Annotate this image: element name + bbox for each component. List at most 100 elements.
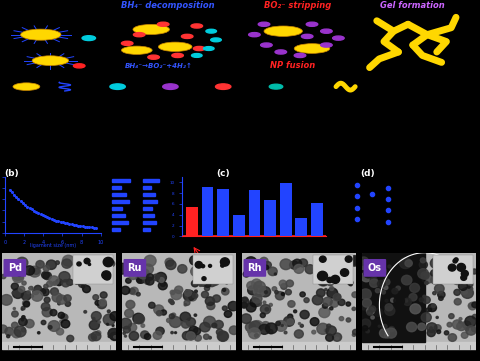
Circle shape	[317, 271, 327, 280]
Circle shape	[194, 314, 197, 316]
Circle shape	[61, 320, 70, 328]
Circle shape	[288, 314, 293, 319]
Circle shape	[276, 321, 287, 331]
Circle shape	[143, 264, 154, 274]
Circle shape	[55, 261, 60, 265]
Circle shape	[21, 308, 23, 310]
Bar	[143, 221, 156, 224]
Circle shape	[260, 287, 271, 297]
Circle shape	[37, 332, 40, 334]
Circle shape	[249, 328, 260, 339]
Circle shape	[391, 298, 395, 302]
Circle shape	[1, 274, 6, 279]
Circle shape	[437, 330, 441, 334]
Circle shape	[97, 300, 107, 309]
Circle shape	[108, 261, 115, 267]
Circle shape	[166, 260, 176, 270]
Circle shape	[321, 43, 332, 47]
Circle shape	[259, 324, 270, 334]
Circle shape	[61, 314, 67, 319]
Circle shape	[241, 314, 252, 323]
Bar	[242, 253, 356, 342]
Circle shape	[204, 316, 216, 327]
Circle shape	[431, 270, 438, 277]
Circle shape	[461, 332, 468, 338]
Circle shape	[57, 328, 64, 335]
Circle shape	[286, 290, 291, 295]
Circle shape	[108, 335, 110, 338]
Circle shape	[276, 321, 280, 326]
Circle shape	[159, 278, 164, 282]
Circle shape	[249, 32, 260, 37]
Circle shape	[331, 269, 340, 277]
Circle shape	[257, 268, 261, 272]
Circle shape	[324, 260, 333, 268]
Circle shape	[389, 327, 395, 332]
Circle shape	[317, 275, 329, 286]
Circle shape	[253, 266, 261, 273]
Circle shape	[204, 286, 210, 291]
Circle shape	[84, 310, 86, 313]
Circle shape	[202, 291, 208, 298]
Circle shape	[185, 290, 192, 296]
Circle shape	[131, 268, 135, 273]
Circle shape	[439, 296, 443, 300]
Circle shape	[100, 292, 107, 298]
Circle shape	[454, 290, 460, 295]
Circle shape	[5, 327, 13, 335]
Circle shape	[366, 329, 370, 333]
FancyBboxPatch shape	[123, 259, 146, 277]
Circle shape	[299, 323, 300, 325]
Circle shape	[123, 333, 125, 335]
Circle shape	[272, 287, 277, 291]
Circle shape	[454, 299, 461, 305]
Circle shape	[12, 330, 21, 338]
Circle shape	[247, 281, 256, 290]
Circle shape	[145, 277, 154, 285]
Bar	[122, 342, 236, 349]
Circle shape	[468, 282, 473, 287]
Text: 50 nm: 50 nm	[138, 351, 156, 356]
Circle shape	[191, 266, 202, 277]
Circle shape	[444, 331, 449, 335]
Circle shape	[27, 291, 30, 294]
Bar	[112, 179, 130, 183]
Circle shape	[278, 321, 283, 326]
Circle shape	[367, 307, 374, 314]
Bar	[362, 253, 476, 342]
Circle shape	[110, 84, 125, 90]
Circle shape	[419, 325, 424, 330]
Circle shape	[374, 309, 383, 317]
Circle shape	[130, 287, 138, 295]
Circle shape	[189, 326, 198, 334]
Circle shape	[331, 275, 340, 283]
Circle shape	[205, 276, 217, 287]
Circle shape	[280, 259, 292, 270]
Circle shape	[222, 288, 229, 295]
Circle shape	[44, 284, 48, 288]
Circle shape	[58, 312, 64, 318]
Circle shape	[306, 22, 318, 26]
Circle shape	[369, 306, 376, 312]
Bar	[217, 189, 229, 236]
Circle shape	[246, 303, 256, 312]
Circle shape	[66, 279, 73, 286]
Circle shape	[198, 278, 206, 285]
Bar	[143, 207, 152, 210]
Circle shape	[333, 36, 344, 40]
Circle shape	[156, 310, 162, 316]
Circle shape	[265, 323, 277, 334]
Circle shape	[12, 311, 18, 317]
Circle shape	[293, 259, 301, 268]
Circle shape	[231, 302, 240, 310]
Circle shape	[260, 304, 271, 314]
Circle shape	[134, 314, 144, 324]
Circle shape	[294, 330, 303, 338]
Circle shape	[110, 332, 119, 340]
Circle shape	[348, 280, 353, 285]
Circle shape	[23, 300, 29, 306]
Circle shape	[203, 271, 213, 280]
Circle shape	[248, 330, 251, 333]
Circle shape	[367, 310, 372, 315]
Ellipse shape	[21, 29, 61, 40]
